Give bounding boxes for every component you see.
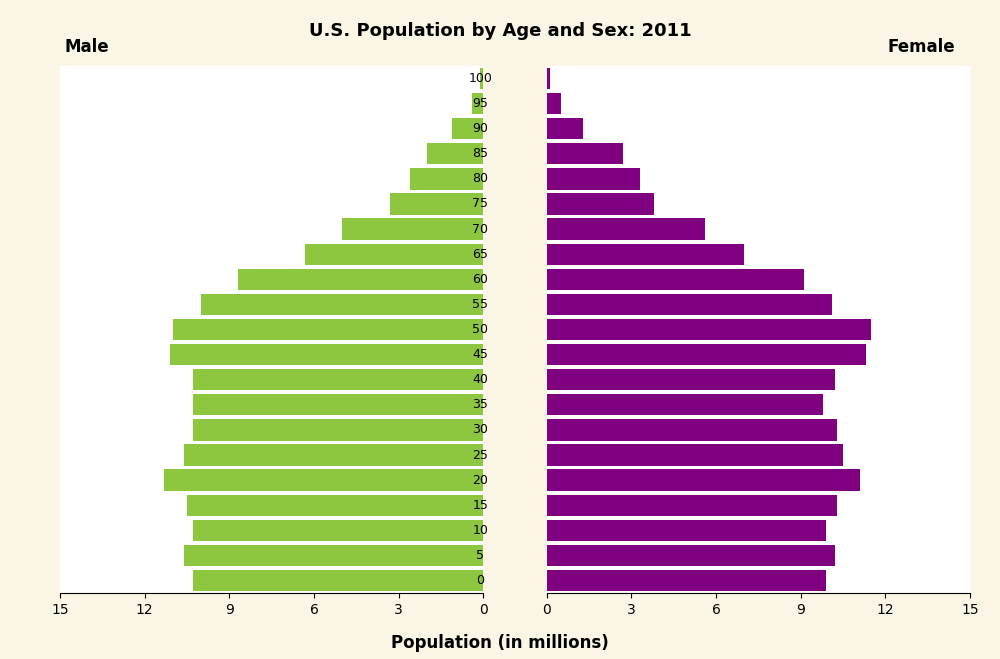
Bar [390, 193, 483, 215]
Bar [547, 143, 623, 165]
Bar [410, 168, 483, 190]
Bar [184, 545, 483, 566]
Bar [547, 269, 804, 290]
Text: Male: Male [65, 38, 110, 56]
Bar [547, 394, 823, 415]
Bar [238, 269, 483, 290]
Bar [170, 344, 483, 365]
Bar [547, 319, 871, 340]
Bar [193, 570, 483, 591]
Bar [547, 570, 826, 591]
Bar [193, 394, 483, 415]
Bar [547, 369, 835, 390]
Bar [547, 520, 826, 541]
Bar [193, 369, 483, 390]
Bar [480, 68, 483, 89]
Bar [193, 520, 483, 541]
Bar [427, 143, 483, 165]
Text: U.S. Population by Age and Sex: 2011: U.S. Population by Age and Sex: 2011 [309, 22, 691, 40]
Bar [547, 93, 561, 114]
Bar [547, 218, 705, 240]
Bar [193, 419, 483, 441]
Bar [547, 294, 832, 315]
Bar [164, 469, 483, 491]
Bar [547, 545, 835, 566]
Bar [547, 494, 837, 516]
Bar [452, 118, 483, 139]
Bar [547, 469, 860, 491]
Bar [472, 93, 483, 114]
Bar [184, 444, 483, 466]
Bar [547, 419, 837, 441]
Bar [201, 294, 483, 315]
Text: Female: Female [887, 38, 955, 56]
Bar [342, 218, 483, 240]
Bar [173, 319, 483, 340]
Bar [547, 193, 654, 215]
Bar [547, 344, 866, 365]
Text: Population (in millions): Population (in millions) [391, 635, 609, 652]
Bar [547, 444, 843, 466]
Bar [547, 118, 583, 139]
Bar [547, 68, 550, 89]
Bar [305, 244, 483, 265]
Bar [187, 494, 483, 516]
Bar [547, 244, 744, 265]
Bar [547, 168, 640, 190]
